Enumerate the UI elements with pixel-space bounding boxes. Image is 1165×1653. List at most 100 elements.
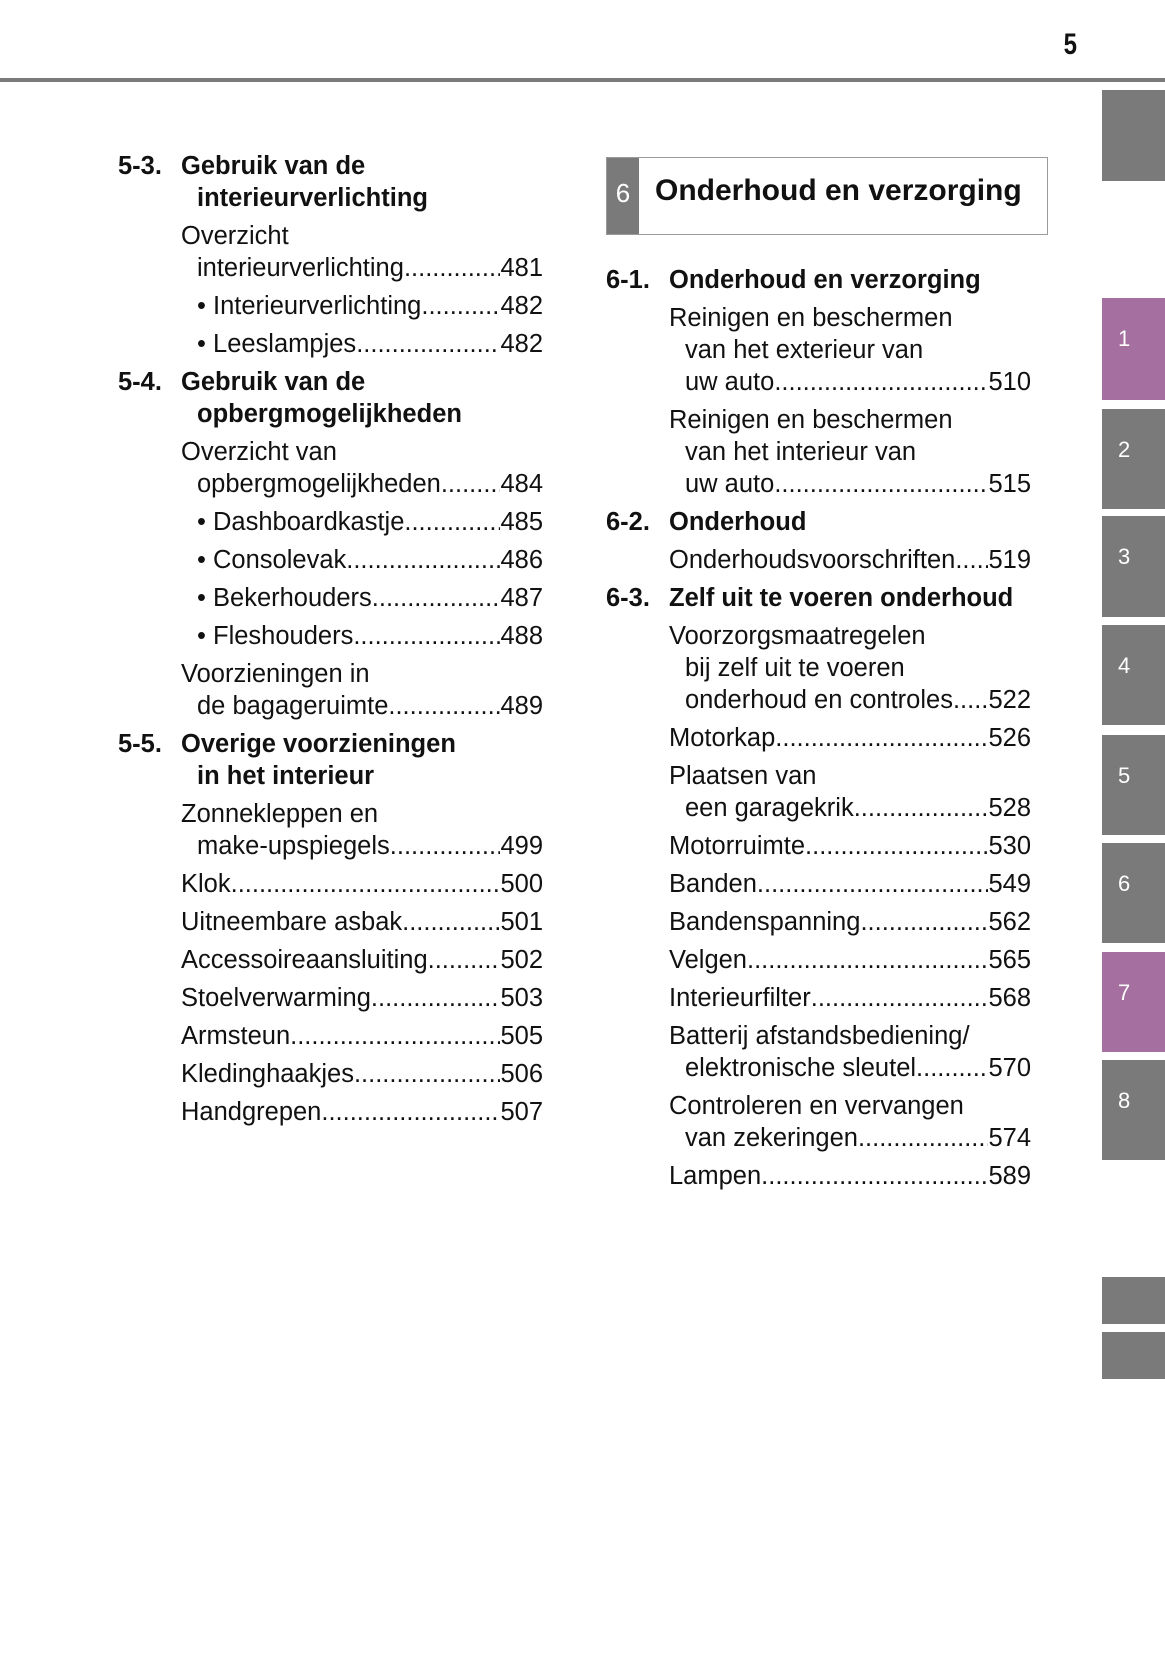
page-ref[interactable]: 528 — [988, 794, 1031, 822]
page-ref[interactable]: 565 — [988, 946, 1031, 974]
page-ref[interactable]: 515 — [988, 470, 1031, 498]
toc-entry[interactable]: Stoelverwarming 503 — [118, 982, 543, 1014]
toc-entry[interactable]: Kledinghaakjes 506 — [118, 1058, 543, 1090]
entry-text: Batterij afstandsbediening/ — [669, 1022, 970, 1050]
entry-line: de bagageruimte 489 — [181, 690, 543, 722]
page-ref[interactable]: 484 — [500, 470, 543, 498]
toc-entry[interactable]: Interieurfilter 568 — [606, 982, 1031, 1014]
dot-leader — [404, 252, 501, 284]
toc-entry[interactable]: Motorkap 526 — [606, 722, 1031, 754]
entry-line: • Fleshouders 488 — [181, 620, 543, 652]
entry-text: onderhoud en controles — [685, 686, 953, 714]
side-tab-blank-10[interactable] — [1102, 1332, 1165, 1379]
entry-line: uw auto 515 — [669, 468, 1031, 500]
page-ref[interactable]: 505 — [500, 1022, 543, 1050]
entry-line: van zekeringen 574 — [669, 1122, 1031, 1154]
toc-entry[interactable]: • Interieurverlichting 482 — [118, 290, 543, 322]
page-ref[interactable]: 499 — [500, 832, 543, 860]
page-ref[interactable]: 482 — [500, 330, 543, 358]
toc-entry[interactable]: Motorruimte 530 — [606, 830, 1031, 862]
section-title-line: Onderhoud en verzorging — [669, 266, 981, 294]
toc-entry[interactable]: Handgrepen 507 — [118, 1096, 543, 1128]
dot-leader — [811, 982, 989, 1014]
toc-entry[interactable]: Banden 549 — [606, 868, 1031, 900]
toc-entry[interactable]: Reinigen en beschermen van het interieur … — [606, 404, 1031, 500]
toc-entry[interactable]: Onderhoudsvoorschriften 519 — [606, 544, 1031, 576]
toc-entry[interactable]: Controleren en vervangen van zekeringen 57… — [606, 1090, 1031, 1154]
side-tab-5[interactable]: 5 — [1102, 735, 1165, 835]
toc-entry[interactable]: Velgen 565 — [606, 944, 1031, 976]
side-tab-6[interactable]: 6 — [1102, 843, 1165, 943]
entry-line: Motorruimte 530 — [669, 830, 1031, 862]
page-ref[interactable]: 485 — [500, 508, 543, 536]
entry-line: Voorzieningen in — [181, 658, 543, 690]
section-number: 5-5. — [118, 730, 162, 758]
page-ref[interactable]: 519 — [988, 546, 1031, 574]
toc-entry[interactable]: Accessoireaansluiting 502 — [118, 944, 543, 976]
page-ref[interactable]: 489 — [500, 692, 543, 720]
toc-entry[interactable]: • Leeslampjes 482 — [118, 328, 543, 360]
entry-text: een garagekrik — [685, 794, 854, 822]
side-tab-3[interactable]: 3 — [1102, 516, 1165, 617]
entry-text: • Consolevak — [197, 546, 347, 574]
toc-entry[interactable]: Klok 500 — [118, 868, 543, 900]
page-ref[interactable]: 503 — [500, 984, 543, 1012]
page-ref[interactable]: 570 — [988, 1054, 1031, 1082]
page-ref[interactable]: 502 — [500, 946, 543, 974]
toc-entry[interactable]: Overzicht van opbergmogelijkheden 484 — [118, 436, 543, 500]
entry-text: Voorzieningen in — [181, 660, 370, 688]
page-ref[interactable]: 549 — [988, 870, 1031, 898]
page-ref[interactable]: 562 — [988, 908, 1031, 936]
page-ref[interactable]: 574 — [988, 1124, 1031, 1152]
page-ref[interactable]: 526 — [988, 724, 1031, 752]
entry-line: onderhoud en controles 522 — [669, 684, 1031, 716]
page-ref[interactable]: 568 — [988, 984, 1031, 1012]
toc-entry[interactable]: • Consolevak 486 — [118, 544, 543, 576]
side-tab-2[interactable]: 2 — [1102, 409, 1165, 509]
dot-leader — [388, 690, 500, 722]
page-ref[interactable]: 507 — [500, 1098, 543, 1126]
toc-entry[interactable]: Overzicht interieurverlichting 481 — [118, 220, 543, 284]
toc-entry[interactable]: Voorzieningen in de bagageruimte 489 — [118, 658, 543, 722]
toc-entry[interactable]: Armsteun 505 — [118, 1020, 543, 1052]
page-ref[interactable]: 488 — [500, 622, 543, 650]
section-title: Gebruik van de opbergmogelijkheden — [181, 366, 462, 430]
page-ref[interactable]: 589 — [988, 1162, 1031, 1190]
toc-entry[interactable]: Batterij afstandsbediening/elektronische… — [606, 1020, 1031, 1084]
side-tab-7[interactable]: 7 — [1102, 952, 1165, 1052]
entry-line: Overzicht van — [181, 436, 543, 468]
page-ref[interactable]: 500 — [500, 870, 543, 898]
side-tab-1[interactable]: 1 — [1102, 298, 1165, 400]
page-ref[interactable]: 510 — [988, 368, 1031, 396]
side-tab-8[interactable]: 8 — [1102, 1060, 1165, 1160]
section-title-line: interieurverlichting — [197, 184, 428, 212]
toc-entry[interactable]: Lampen 589 — [606, 1160, 1031, 1192]
toc-entry[interactable]: • Bekerhouders 487 — [118, 582, 543, 614]
entry-line: Reinigen en beschermen — [669, 404, 1031, 436]
toc-entry[interactable]: Voorzorgsmaatregelen bij zelf uit te voer… — [606, 620, 1031, 716]
dot-leader — [774, 366, 988, 398]
side-tab-blank-9[interactable] — [1102, 1277, 1165, 1324]
toc-entry[interactable]: Bandenspanning 562 — [606, 906, 1031, 938]
toc-entry[interactable]: • Dashboardkastje 485 — [118, 506, 543, 538]
side-tab-blank-0[interactable] — [1102, 90, 1165, 181]
toc-section: 5-4. Gebruik van de opbergmogelijkheden — [118, 366, 543, 430]
toc-entry[interactable]: Plaatsen van een garagekrik 528 — [606, 760, 1031, 824]
page-ref[interactable]: 522 — [988, 686, 1031, 714]
page-ref[interactable]: 506 — [500, 1060, 543, 1088]
page-ref[interactable]: 482 — [500, 292, 543, 320]
toc-entry[interactable]: Uitneembare asbak 501 — [118, 906, 543, 938]
page-ref[interactable]: 487 — [500, 584, 543, 612]
toc-entry[interactable]: Zonnekleppen en make-upspiegels 499 — [118, 798, 543, 862]
toc-entry[interactable]: • Fleshouders 488 — [118, 620, 543, 652]
toc-entry[interactable]: Reinigen en beschermen van het exterieur … — [606, 302, 1031, 398]
page-ref[interactable]: 481 — [500, 254, 543, 282]
entry-text: uw auto — [685, 470, 775, 498]
page-ref[interactable]: 486 — [500, 546, 543, 574]
page-ref[interactable]: 530 — [988, 832, 1031, 860]
side-tab-4[interactable]: 4 — [1102, 625, 1165, 725]
page-ref[interactable]: 501 — [500, 908, 543, 936]
entry-text: Interieurfilter — [669, 984, 811, 1012]
entry-line: Uitneembare asbak 501 — [181, 906, 543, 938]
section-title-line: Gebruik van de — [181, 152, 366, 180]
